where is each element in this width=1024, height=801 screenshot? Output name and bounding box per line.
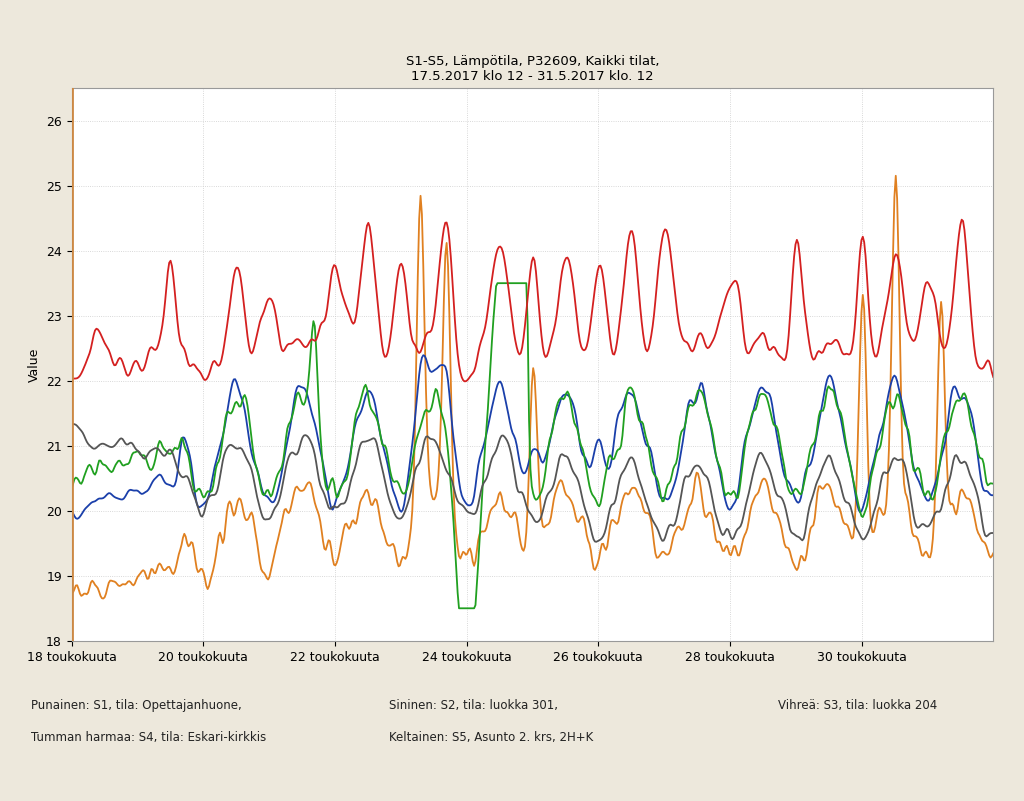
Text: Vihreä: S3, tila: luokka 204: Vihreä: S3, tila: luokka 204 <box>778 699 938 712</box>
Text: Keltainen: S5, Asunto 2. krs, 2H+K: Keltainen: S5, Asunto 2. krs, 2H+K <box>389 731 593 744</box>
Y-axis label: Value: Value <box>28 348 41 381</box>
Text: Sininen: S2, tila: luokka 301,: Sininen: S2, tila: luokka 301, <box>389 699 558 712</box>
Title: S1-S5, Lämpötila, P32609, Kaikki tilat,
17.5.2017 klo 12 - 31.5.2017 klo. 12: S1-S5, Lämpötila, P32609, Kaikki tilat, … <box>406 54 659 83</box>
Text: Tumman harmaa: S4, tila: Eskari-kirkkis: Tumman harmaa: S4, tila: Eskari-kirkkis <box>31 731 266 744</box>
Text: Punainen: S1, tila: Opettajanhuone,: Punainen: S1, tila: Opettajanhuone, <box>31 699 242 712</box>
